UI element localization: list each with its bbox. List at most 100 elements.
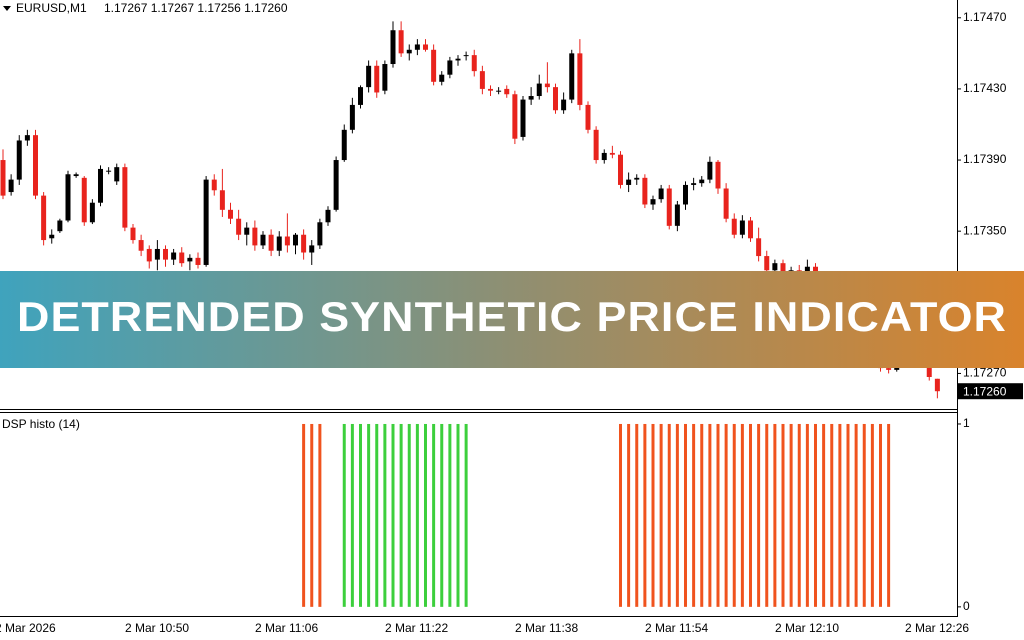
histogram-bar xyxy=(773,423,777,607)
candle-body xyxy=(349,104,355,130)
candle-body xyxy=(8,179,14,193)
candle-body xyxy=(691,183,697,185)
candle-body xyxy=(748,220,753,239)
candle-body xyxy=(431,49,437,82)
candle-body xyxy=(244,227,250,235)
histogram-bar xyxy=(424,423,427,607)
candle-body xyxy=(520,99,526,137)
histogram-bar xyxy=(359,423,362,607)
histogram-bar xyxy=(643,423,647,607)
histogram-bar xyxy=(391,423,395,607)
candle-body xyxy=(707,161,713,180)
candle-body xyxy=(382,64,388,91)
histogram-bar xyxy=(367,423,371,607)
histogram-bar xyxy=(675,423,679,607)
candle-body xyxy=(764,256,770,271)
histogram-bar xyxy=(456,423,460,607)
candle-body xyxy=(219,190,225,210)
histogram-bar xyxy=(838,423,842,607)
histogram-bar xyxy=(724,423,728,607)
histogram-bar xyxy=(854,423,858,607)
histogram-bar xyxy=(415,423,419,607)
candle-body xyxy=(463,55,469,57)
histogram-bar xyxy=(716,423,720,607)
candle-body xyxy=(723,188,729,219)
candle-body xyxy=(301,234,307,253)
candle-body xyxy=(163,248,168,260)
candle-body xyxy=(674,204,680,226)
candle-body xyxy=(293,234,298,246)
current-price-label: 1.17260 xyxy=(963,384,1007,398)
current-price-box xyxy=(958,383,1023,400)
candle-body xyxy=(179,252,185,264)
candle-body xyxy=(276,236,282,251)
candle-body xyxy=(236,218,242,235)
histogram-bar xyxy=(708,423,712,607)
candle-body xyxy=(439,74,445,82)
histogram-bar xyxy=(797,423,801,607)
y-tick-label: 1.17390 xyxy=(963,152,1007,166)
candle-body xyxy=(577,53,583,105)
histogram-bar xyxy=(887,423,891,607)
histogram-bar xyxy=(375,423,379,607)
candle-body xyxy=(642,177,648,205)
histogram-bar xyxy=(619,423,622,607)
candle-body xyxy=(317,222,323,246)
histogram-bar xyxy=(822,423,826,607)
candle-body xyxy=(138,240,144,251)
histogram-bar xyxy=(700,423,704,607)
histogram-bar xyxy=(862,423,866,607)
candle-body xyxy=(455,58,461,61)
candle-body xyxy=(528,96,534,100)
candle-body xyxy=(601,152,607,161)
x-tick-label: 2 Mar 11:06 xyxy=(255,621,318,635)
candle-body xyxy=(488,88,493,91)
x-tick-label: 2 Mar 12:26 xyxy=(905,621,969,635)
histogram-bar xyxy=(805,423,809,607)
banner-title: DETRENDED SYNTHETIC PRICE INDICATOR xyxy=(17,293,1007,340)
histogram-bar xyxy=(879,423,882,607)
histogram-bar xyxy=(302,423,306,607)
histogram-bar xyxy=(448,423,452,607)
candle-body xyxy=(49,234,55,239)
candle-body xyxy=(666,188,672,226)
menu-arrow[interactable] xyxy=(3,6,11,11)
candle-body xyxy=(479,71,485,89)
histogram-bar xyxy=(692,423,696,607)
quotes: 1.17267 1.17267 1.17256 1.17260 xyxy=(104,1,288,15)
candle-body xyxy=(634,177,640,180)
candle-body xyxy=(57,220,63,232)
candle-body xyxy=(934,378,940,392)
candle-body xyxy=(203,179,209,265)
candle-body xyxy=(374,65,380,93)
y-tick-label: 1 xyxy=(963,416,970,430)
histogram-bar xyxy=(757,423,761,607)
candle-body xyxy=(122,167,128,228)
candle-body xyxy=(41,195,47,241)
histogram-bar xyxy=(635,423,639,607)
candle-body xyxy=(195,257,201,265)
candle-body xyxy=(609,152,615,155)
candle-body xyxy=(98,168,103,203)
histogram-bar xyxy=(383,423,387,607)
histogram-bar xyxy=(659,423,663,607)
candle-body xyxy=(309,245,315,253)
candle-body xyxy=(187,257,193,262)
candle-body xyxy=(65,174,71,221)
histogram-bar xyxy=(781,423,785,607)
y-tick-label: 1.17470 xyxy=(963,10,1007,24)
histogram-bar xyxy=(870,423,874,607)
histogram-bar xyxy=(399,423,403,607)
y-tick-label: 1.17430 xyxy=(963,81,1007,95)
candle-body xyxy=(252,227,258,246)
candle-body xyxy=(73,174,79,177)
histogram-bar xyxy=(765,423,769,607)
x-tick-label: 2 Mar 12:10 xyxy=(775,621,839,635)
x-tick-label: 2 Mar 10:50 xyxy=(125,621,189,635)
candle-body xyxy=(89,202,95,223)
candle-body xyxy=(772,263,778,271)
candle-body xyxy=(33,135,38,196)
candle-body xyxy=(496,90,502,92)
histogram-bar xyxy=(464,423,468,607)
